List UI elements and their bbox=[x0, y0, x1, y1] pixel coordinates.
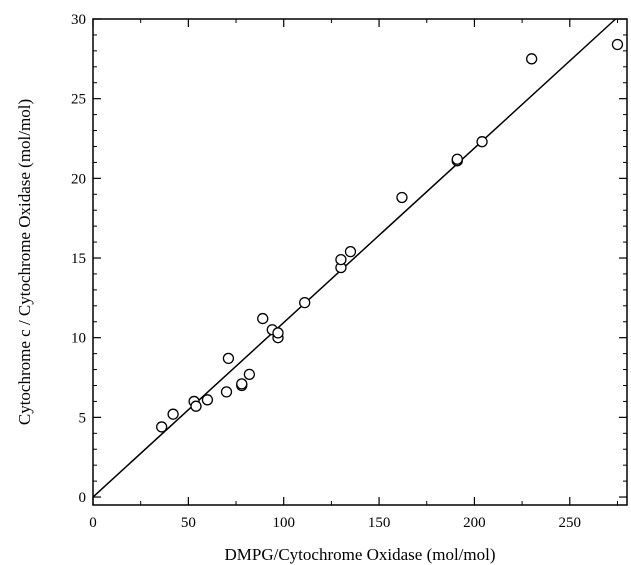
data-points bbox=[156, 38, 624, 433]
data-point bbox=[167, 408, 179, 420]
x-tick-label: 100 bbox=[272, 515, 295, 531]
data-point bbox=[257, 312, 269, 325]
y-axis-title: Cytochrome c / Cytochrome Oxidase (mol/m… bbox=[15, 99, 34, 425]
x-tick-label: 200 bbox=[463, 515, 486, 531]
x-tick-label: 150 bbox=[368, 515, 391, 531]
axis-ticks bbox=[92, 18, 627, 505]
data-point bbox=[222, 352, 235, 365]
y-tick-label: 10 bbox=[71, 331, 86, 347]
x-axis-title: DMPG/Cytochrome Oxidase (mol/mol) bbox=[224, 545, 495, 564]
data-point bbox=[190, 400, 202, 412]
y-tick-label: 5 bbox=[79, 410, 87, 426]
data-point bbox=[220, 386, 233, 398]
y-tick-label: 15 bbox=[71, 251, 86, 267]
y-tick-label: 25 bbox=[71, 92, 86, 108]
x-tick-label: 0 bbox=[89, 515, 97, 531]
data-point bbox=[335, 253, 347, 266]
x-tick-label: 50 bbox=[181, 515, 196, 531]
fit-line bbox=[92, 18, 617, 498]
y-tick-label: 0 bbox=[79, 490, 87, 506]
data-point bbox=[236, 378, 248, 390]
axis-tick-labels: 0 50 100 150 200 250 0 5 10 15 20 25 30 bbox=[71, 12, 581, 531]
data-point bbox=[243, 368, 256, 380]
data-point bbox=[525, 53, 538, 65]
data-point bbox=[611, 38, 624, 51]
plot-frame bbox=[92, 18, 628, 506]
data-point bbox=[344, 245, 357, 258]
data-point bbox=[272, 327, 284, 339]
y-tick-label: 20 bbox=[71, 171, 86, 187]
data-point bbox=[201, 394, 214, 406]
x-tick-label: 250 bbox=[559, 515, 582, 531]
data-point bbox=[299, 296, 311, 309]
data-point bbox=[396, 191, 408, 204]
data-point bbox=[476, 136, 488, 148]
data-point bbox=[451, 153, 463, 165]
data-point bbox=[156, 421, 168, 433]
y-tick-label: 30 bbox=[71, 12, 86, 28]
